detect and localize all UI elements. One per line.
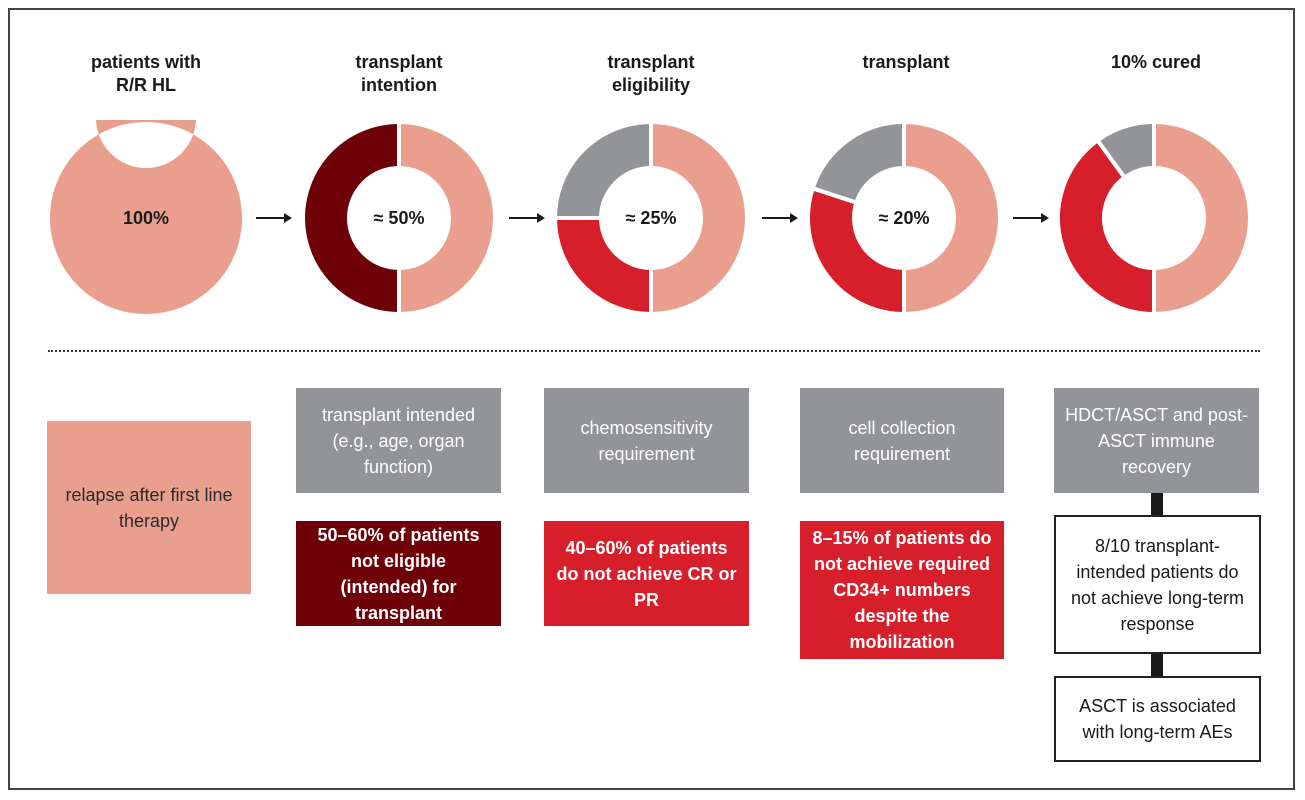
- stage-title-line: intention: [361, 75, 437, 95]
- donut-svg: [806, 120, 1002, 316]
- donut-segment: [1152, 120, 1252, 316]
- donut-center-label: ≈ 25%: [625, 207, 677, 228]
- transplant-intended-box: transplant intended (e.g., age, organ fu…: [296, 388, 501, 493]
- donut-segment: [902, 120, 1002, 316]
- donut-segment: [806, 185, 906, 316]
- arrow-right-icon: [762, 213, 798, 223]
- stage-title-cured: 10% cured: [1056, 51, 1256, 74]
- donut-center-label: ≈ 20%: [878, 207, 930, 228]
- no-cr-pr-box: 40–60% of patients do not achieve CR or …: [544, 521, 749, 626]
- chemosensitivity-box: chemosensitivity requirement: [544, 388, 749, 493]
- arrow-right-icon: [509, 213, 545, 223]
- stage-title-transplant: transplant: [806, 51, 1006, 74]
- donut-center-label: 100%: [122, 207, 170, 228]
- stage-title-transplant-intention: transplant intention: [299, 51, 499, 97]
- cd34-box: 8–15% of patients do not achieve require…: [800, 521, 1004, 659]
- donut-segment: [1094, 120, 1156, 181]
- donut-segment: [397, 120, 497, 316]
- donut-chart-transplant-eligibility: ≈ 25%: [553, 120, 749, 316]
- transplant-intended-text: transplant intended (e.g., age, organ fu…: [321, 404, 476, 477]
- donut-segment: [301, 120, 401, 316]
- dotted-divider: [48, 350, 1260, 352]
- hdct-asct-box: HDCT/ASCT and post-ASCT immune recovery: [1054, 388, 1259, 493]
- donut-chart-transplant: ≈ 20%: [806, 120, 1002, 316]
- arrow-right-icon: [1013, 213, 1049, 223]
- asct-aes-box: ASCT is associated with long-term AEs: [1054, 676, 1261, 762]
- long-term-response-box: 8/10 transplant-intended patients do not…: [1054, 515, 1261, 654]
- hdct-asct-text: HDCT/ASCT and post-ASCT immune recovery: [1065, 404, 1248, 477]
- stage-title-line: patients with: [90, 52, 201, 72]
- arrow-right-icon: [256, 213, 292, 223]
- cd34-text: 8–15% of patients do not achieve require…: [812, 528, 992, 652]
- stage-title-rr-hl: patients with R/R HL: [46, 51, 246, 97]
- donut-segment: [1056, 137, 1156, 316]
- connector-bar: [1151, 654, 1163, 676]
- donut-center-label: [1056, 120, 1252, 316]
- not-eligible-text: 50–60% of patients not eligible (intende…: [317, 524, 480, 623]
- donut-segment: [50, 120, 242, 314]
- donut-svg: [553, 120, 749, 316]
- long-term-response-text: 8/10 transplant-intended patients do not…: [1070, 535, 1245, 634]
- donut-chart-cured: [1056, 120, 1252, 316]
- stage-title-transplant-eligibility: transplant eligibility: [551, 51, 751, 97]
- stage-title-line: 10% cured: [1110, 52, 1202, 72]
- donut-segment: [649, 120, 749, 316]
- donut-segment: [810, 120, 906, 206]
- donut-chart-rr-hl: 100%: [48, 120, 244, 316]
- not-eligible-box: 50–60% of patients not eligible (intende…: [296, 521, 501, 626]
- donut-svg: [50, 120, 242, 314]
- stage-title-line: transplant: [862, 52, 950, 72]
- stage-title-line: eligibility: [611, 75, 690, 95]
- relapse-text: relapse after first line therapy: [65, 484, 233, 531]
- donut-segment: [553, 216, 653, 316]
- stage-title-line: R/R HL: [116, 75, 176, 95]
- cell-collection-text: cell collection requirement: [848, 417, 956, 464]
- donut-center-label: ≈ 50%: [373, 207, 425, 228]
- donut-chart-transplant-intention: ≈ 50%: [301, 120, 497, 316]
- connector-bar: [1151, 493, 1163, 515]
- asct-aes-text: ASCT is associated with long-term AEs: [1079, 696, 1236, 742]
- chemosensitivity-text: chemosensitivity requirement: [580, 417, 713, 464]
- no-cr-pr-text: 40–60% of patients do not achieve CR or …: [556, 537, 737, 610]
- cell-collection-box: cell collection requirement: [800, 388, 1004, 493]
- stage-title-line: transplant: [355, 52, 443, 72]
- donut-svg: [301, 120, 497, 316]
- relapse-box: relapse after first line therapy: [47, 421, 251, 594]
- donut-segment: [553, 120, 653, 220]
- stage-title-line: transplant: [607, 52, 695, 72]
- donut-svg: [1056, 120, 1252, 316]
